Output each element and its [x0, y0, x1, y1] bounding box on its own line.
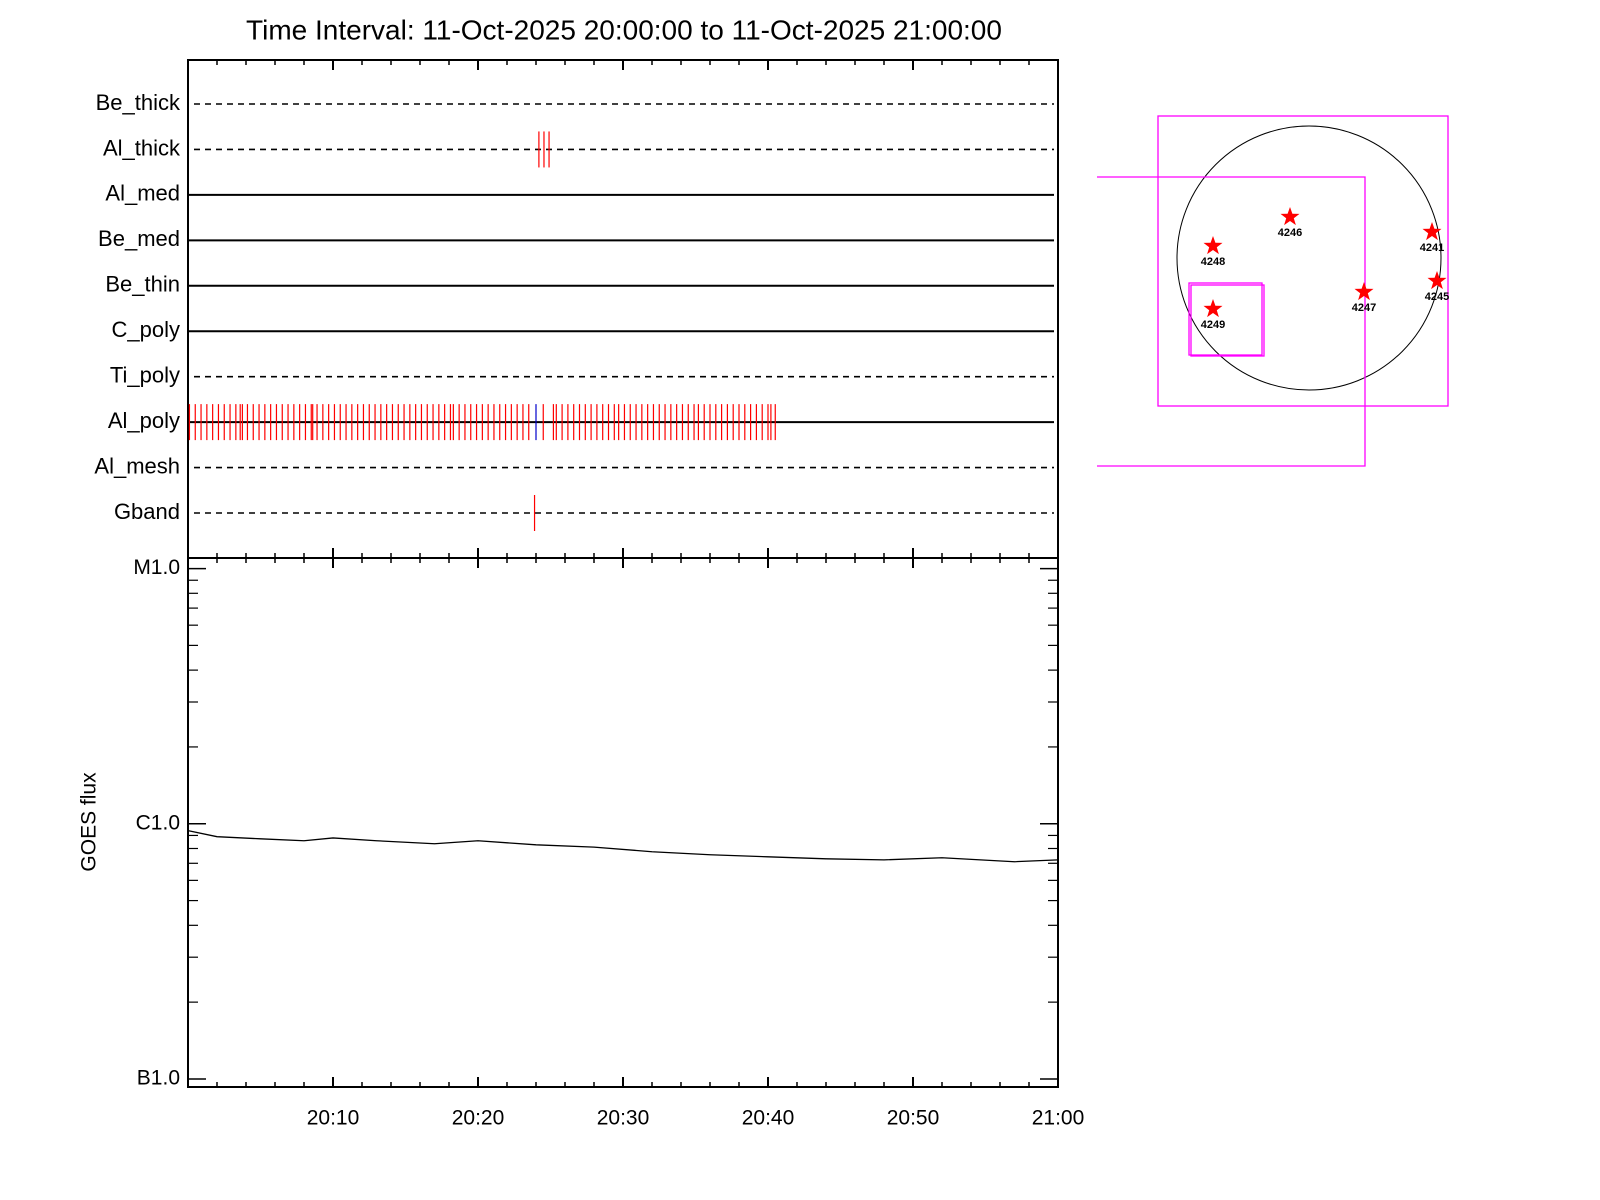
row-label: Be_thin	[105, 272, 180, 297]
ar-star	[1427, 271, 1447, 290]
ar-label: 4246	[1278, 227, 1302, 239]
y-axis-label: GOES flux	[78, 772, 101, 872]
timeline-frame	[187, 59, 1059, 559]
row-label: Ti_poly	[110, 362, 180, 387]
row-label: Al_thick	[103, 135, 181, 160]
ar-star	[1422, 222, 1442, 241]
goes-line	[187, 829, 1059, 863]
x-tick-label: 20:10	[307, 1107, 360, 1130]
ar-label: 4241	[1420, 242, 1444, 254]
ar-star	[1203, 236, 1223, 255]
row-label: Gband	[114, 499, 180, 524]
row-label: C_poly	[112, 317, 180, 342]
fov-box	[1157, 115, 1449, 407]
fov-box	[1188, 282, 1263, 356]
ar-star	[1280, 207, 1300, 226]
ar-label: 4245	[1425, 291, 1449, 303]
solar-disk	[1097, 115, 1449, 467]
y-tick-label: C1.0	[136, 811, 180, 834]
chart-title: Time Interval: 11-Oct-2025 20:00:00 to 1…	[246, 14, 1002, 45]
ar-label: 4247	[1352, 302, 1376, 314]
row-label: Be_med	[98, 226, 180, 251]
goes-frame	[187, 557, 1059, 1088]
ar-star	[1354, 282, 1374, 301]
row-label: Al_poly	[108, 408, 180, 433]
row-label: Be_thick	[96, 90, 181, 115]
x-tick-label: 21:00	[1032, 1107, 1085, 1130]
x-tick-label: 20:40	[742, 1107, 795, 1130]
ar-star	[1203, 299, 1223, 318]
x-tick-label: 20:50	[887, 1107, 940, 1130]
row-label: Al_mesh	[94, 453, 180, 478]
row-label: Al_med	[105, 181, 180, 206]
x-tick-label: 20:30	[597, 1107, 650, 1130]
ar-label: 4248	[1201, 256, 1225, 268]
fov-box	[1097, 176, 1366, 467]
x-tick-label: 20:20	[452, 1107, 505, 1130]
y-tick-label: B1.0	[137, 1067, 180, 1090]
y-tick-label: M1.0	[133, 556, 180, 579]
fov-box	[1190, 284, 1265, 357]
ar-label: 4249	[1201, 319, 1225, 331]
disk-limb	[1176, 125, 1442, 391]
